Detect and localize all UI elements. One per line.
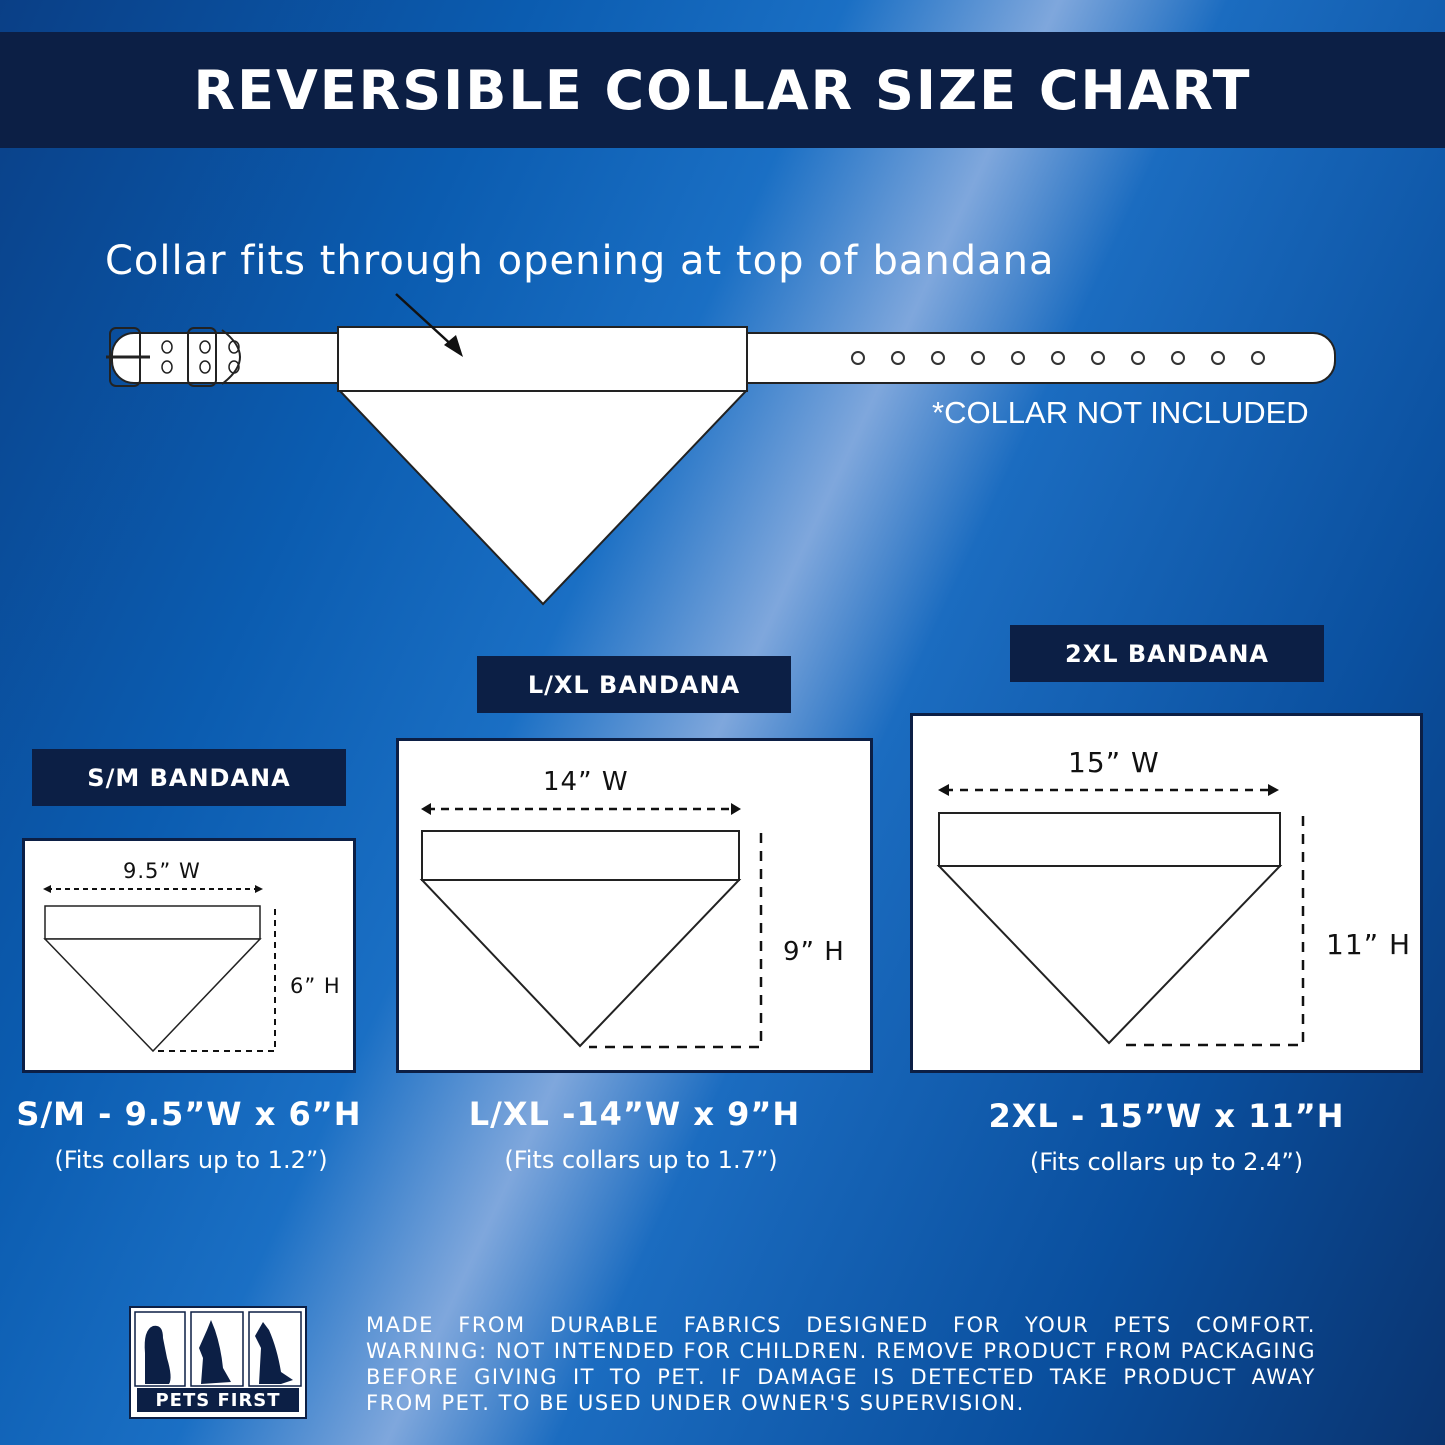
bandana-triangle [43,938,262,1053]
2xl-bandana-drawing [936,784,1305,1047]
dog-icon [144,1325,171,1384]
collar-ring [221,329,241,385]
bandana-sleeve [337,326,748,392]
sm-bandana-drawing [43,885,276,1053]
dog-silhouettes [134,1311,302,1387]
2xl-label: 2XL BANDANA [1010,625,1324,682]
height-guide [157,909,276,1052]
bandana-triangle [337,390,749,606]
collar-keeper [187,327,217,387]
lxl-fit: (Fits collars up to 1.7”) [504,1146,778,1174]
arrow-left [938,784,949,796]
page-title: REVERSIBLE COLLAR SIZE CHART [193,58,1252,122]
sm-panel: 9.5” W 6” H [22,838,356,1073]
sm-label: S/M BANDANA [32,749,346,806]
arrow-right [255,885,263,893]
2xl-caption: 2XL - 15”W x 11”H [988,1097,1345,1135]
lxl-width: 14” W [543,767,629,797]
arrow-right [731,803,741,815]
brand-name: PETS FIRST [137,1388,299,1412]
collar-rivets [161,340,240,374]
height-guide [1119,816,1305,1047]
bandana-sleeve [938,812,1281,867]
lxl-bandana-drawing [419,803,763,1049]
sm-height: 6” H [290,974,341,998]
sm-caption: S/M - 9.5”W x 6”H [16,1095,362,1133]
sm-width: 9.5” W [123,859,201,883]
2xl-panel: 15” W 11” H [910,713,1423,1073]
collar-note: *COLLAR NOT INCLUDED [932,395,1309,430]
bandana-sleeve [421,830,740,881]
2xl-width: 15” W [1068,746,1160,779]
2xl-fit: (Fits collars up to 2.4”) [1029,1148,1304,1176]
title-band: REVERSIBLE COLLAR SIZE CHART [0,32,1445,148]
2xl-height: 11” H [1326,928,1412,961]
brand-logo: PETS FIRST [129,1306,307,1419]
dog-icon [255,1322,293,1384]
sm-fit: (Fits collars up to 1.2”) [54,1146,328,1174]
arrow-left [421,803,431,815]
collar-holes [851,351,1265,365]
lxl-label: L/XL BANDANA [477,656,791,713]
lxl-panel: 14” W 9” H [396,738,873,1073]
height-guide [589,833,763,1049]
collar-illustration [106,293,1336,606]
arrow-head [444,335,463,357]
callout-text: Collar fits through opening at top of ba… [105,238,1055,284]
arrow-right [1268,784,1279,796]
lxl-caption: L/XL -14”W x 9”H [468,1095,801,1133]
bandana-triangle [936,865,1283,1045]
lxl-height: 9” H [783,937,845,967]
arrow-left [43,885,51,893]
arrow-line [395,293,456,349]
warning-text: MADE FROM DURABLE FABRICS DESIGNED FOR Y… [366,1313,1316,1415]
bandana-sleeve [44,905,261,940]
bandana-triangle [419,879,742,1048]
dog-icon [199,1320,231,1384]
